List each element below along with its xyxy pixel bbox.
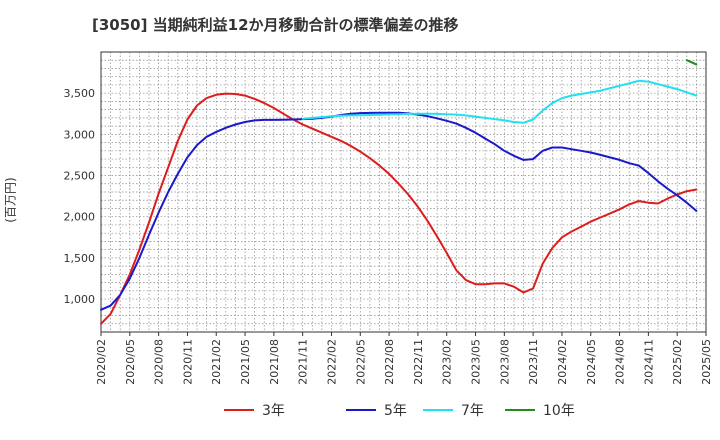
x-tick-label: 2025/05 xyxy=(700,339,713,385)
series-line-10年 xyxy=(685,59,698,66)
x-tick-label: 2021/05 xyxy=(239,339,252,385)
x-tick-label: 2023/11 xyxy=(527,339,540,385)
y-tick-label: 1,000 xyxy=(64,293,96,306)
series-line-5年 xyxy=(100,111,698,311)
legend: 3年 5年 7年 10年 xyxy=(224,403,575,419)
x-tick-label: 2021/02 xyxy=(210,339,223,385)
legend-label-3年: 3年 xyxy=(262,403,285,419)
grid-lines xyxy=(101,52,706,332)
y-tick-label: 2,000 xyxy=(64,211,96,224)
x-tick-label: 2020/08 xyxy=(153,339,166,385)
x-tick-label: 2021/11 xyxy=(297,339,310,385)
x-tick-label: 2024/05 xyxy=(585,339,598,385)
series-lines xyxy=(100,59,698,325)
legend-label-7年: 7年 xyxy=(461,403,484,419)
x-axis-ticks: 2020/02 2020/05 2020/08 2020/11 2021/02 2021/… xyxy=(95,332,713,385)
y-tick-label: 2,500 xyxy=(64,170,96,183)
legend-label-10年: 10年 xyxy=(543,403,575,419)
series-line-7年 xyxy=(301,79,698,124)
chart-title: [3050] 当期純利益12か月移動合計の標準偏差の推移 xyxy=(92,16,459,34)
plot-frame xyxy=(100,51,707,333)
x-tick-label: 2021/08 xyxy=(268,339,281,385)
y-axis-ticks: 1,000 1,500 2,000 2,500 3,000 3,500 xyxy=(64,87,96,306)
x-tick-label: 2020/05 xyxy=(124,339,137,385)
x-tick-label: 2024/08 xyxy=(614,339,627,385)
x-tick-label: 2023/05 xyxy=(470,339,483,385)
x-tick-label: 2023/02 xyxy=(441,339,454,385)
x-tick-label: 2022/02 xyxy=(325,339,338,385)
y-tick-label: 1,500 xyxy=(64,252,96,265)
x-tick-label: 2022/05 xyxy=(354,339,367,385)
legend-label-5年: 5年 xyxy=(384,403,407,419)
x-tick-label: 2022/08 xyxy=(383,339,396,385)
y-tick-label: 3,000 xyxy=(64,128,96,141)
x-tick-label: 2024/11 xyxy=(642,339,655,385)
y-tick-label: 3,500 xyxy=(64,87,96,100)
x-tick-label: 2023/08 xyxy=(498,339,511,385)
x-tick-label: 2020/02 xyxy=(95,339,108,385)
x-tick-label: 2025/02 xyxy=(671,339,684,385)
x-tick-label: 2022/11 xyxy=(412,339,425,385)
x-tick-label: 2020/11 xyxy=(181,339,194,385)
series-line-3年 xyxy=(100,92,698,325)
x-tick-label: 2024/02 xyxy=(556,339,569,385)
